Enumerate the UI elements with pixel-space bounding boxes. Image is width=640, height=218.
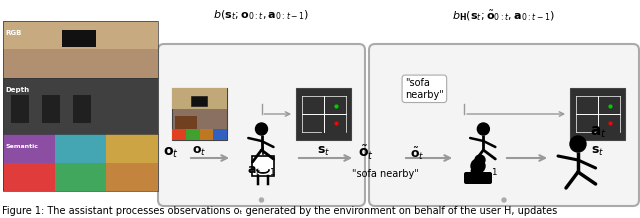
FancyBboxPatch shape <box>3 163 54 191</box>
FancyBboxPatch shape <box>54 163 106 191</box>
FancyBboxPatch shape <box>191 96 207 106</box>
FancyBboxPatch shape <box>54 163 106 191</box>
Circle shape <box>471 159 485 173</box>
FancyBboxPatch shape <box>172 88 227 140</box>
FancyBboxPatch shape <box>175 116 196 129</box>
Text: $\mathbf{a}_{t-1}$: $\mathbf{a}_{t-1}$ <box>468 165 498 178</box>
Text: Figure 1: The assistant processes observations oₜ generated by the environment o: Figure 1: The assistant processes observ… <box>2 206 557 216</box>
Text: $b(\mathbf{s}_t;\mathbf{o}_{0:t},\mathbf{a}_{0:t-1})$: $b(\mathbf{s}_t;\mathbf{o}_{0:t},\mathbf… <box>213 8 310 22</box>
FancyBboxPatch shape <box>158 44 365 206</box>
Circle shape <box>502 198 506 202</box>
FancyBboxPatch shape <box>11 95 29 123</box>
FancyBboxPatch shape <box>3 21 158 78</box>
Text: $\mathbf{s}_t$: $\mathbf{s}_t$ <box>317 145 330 158</box>
FancyBboxPatch shape <box>106 163 158 191</box>
FancyBboxPatch shape <box>106 134 158 163</box>
FancyBboxPatch shape <box>186 129 200 140</box>
FancyBboxPatch shape <box>252 156 274 176</box>
FancyBboxPatch shape <box>200 129 213 140</box>
FancyBboxPatch shape <box>54 134 106 163</box>
Text: $\mathbf{a}_{t-1}$: $\mathbf{a}_{t-1}$ <box>247 165 276 178</box>
FancyBboxPatch shape <box>106 134 158 163</box>
Text: $\mathbf{o}_t$: $\mathbf{o}_t$ <box>163 146 179 160</box>
Text: RGB: RGB <box>5 30 21 36</box>
FancyBboxPatch shape <box>3 134 54 163</box>
Text: "sofa
nearby": "sofa nearby" <box>405 78 444 100</box>
FancyBboxPatch shape <box>3 134 54 163</box>
FancyBboxPatch shape <box>106 163 158 191</box>
FancyBboxPatch shape <box>54 134 106 163</box>
FancyBboxPatch shape <box>296 88 351 140</box>
FancyBboxPatch shape <box>73 95 92 123</box>
FancyBboxPatch shape <box>464 172 492 184</box>
FancyBboxPatch shape <box>570 88 625 140</box>
Text: $b_{\mathbf{H}}(\mathbf{s}_t;\tilde{\mathbf{o}}_{0:t},\mathbf{a}_{0:t-1})$: $b_{\mathbf{H}}(\mathbf{s}_t;\tilde{\mat… <box>452 8 556 23</box>
FancyBboxPatch shape <box>172 88 227 109</box>
FancyBboxPatch shape <box>369 44 639 206</box>
FancyBboxPatch shape <box>3 21 158 49</box>
Text: $\mathbf{s}_t$: $\mathbf{s}_t$ <box>591 145 604 158</box>
Circle shape <box>570 136 586 152</box>
Circle shape <box>259 198 264 202</box>
Circle shape <box>255 123 268 135</box>
Text: Semantic: Semantic <box>5 145 38 150</box>
FancyBboxPatch shape <box>213 129 227 140</box>
Circle shape <box>477 123 490 135</box>
FancyBboxPatch shape <box>62 29 96 46</box>
Polygon shape <box>466 174 490 180</box>
FancyBboxPatch shape <box>172 129 186 140</box>
Circle shape <box>475 155 485 165</box>
Text: $\tilde{\mathbf{o}}_t$: $\tilde{\mathbf{o}}_t$ <box>358 144 374 162</box>
Text: $\mathbf{o}_t$: $\mathbf{o}_t$ <box>192 145 207 158</box>
Text: Depth: Depth <box>5 87 29 93</box>
FancyBboxPatch shape <box>3 78 158 134</box>
Text: $\tilde{\mathbf{o}}_t$: $\tilde{\mathbf{o}}_t$ <box>410 145 424 162</box>
Text: $\mathbf{a}_t$: $\mathbf{a}_t$ <box>590 124 607 140</box>
Text: "sofa nearby": "sofa nearby" <box>351 169 419 179</box>
FancyBboxPatch shape <box>3 163 54 191</box>
FancyBboxPatch shape <box>42 95 60 123</box>
